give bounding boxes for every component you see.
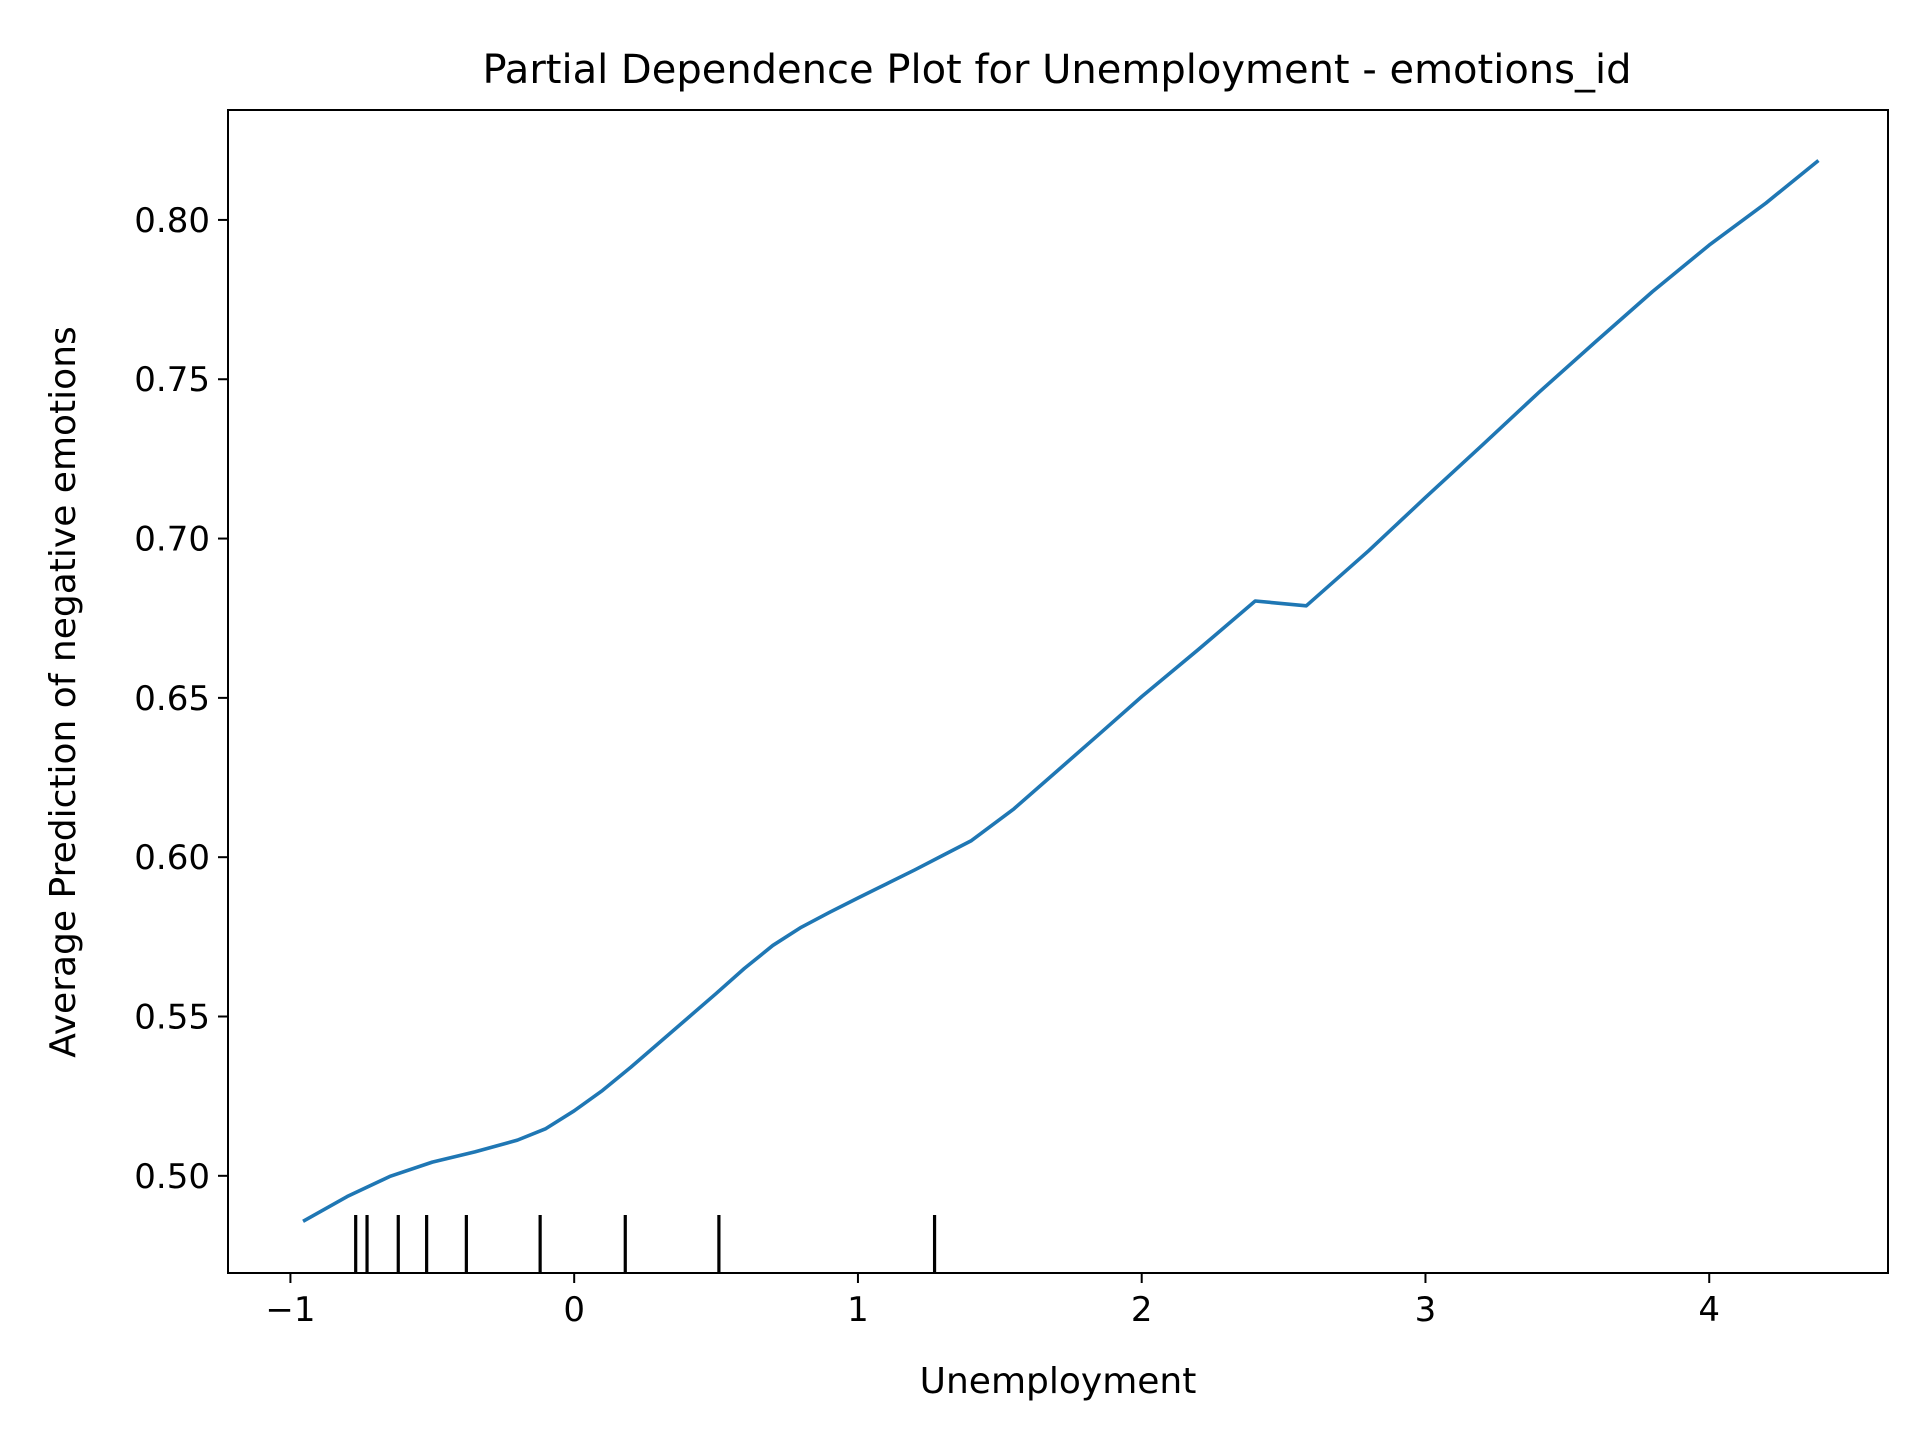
series-line-0 xyxy=(302,159,1820,1223)
y-axis-label: Average Prediction of negative emotions xyxy=(43,326,84,1058)
x-axis-label: Unemployment xyxy=(920,1361,1197,1402)
y-tick-label-1: 0.55 xyxy=(134,998,210,1038)
y-tick-label-4: 0.70 xyxy=(134,520,210,560)
axes-frame xyxy=(227,109,1889,1274)
x-tick-label-2: 1 xyxy=(847,1290,869,1330)
y-tick-label-6: 0.80 xyxy=(134,201,210,241)
series-lines xyxy=(302,159,1820,1223)
y-tick-label-2: 0.60 xyxy=(134,838,210,878)
x-tick-label-1: 0 xyxy=(563,1290,585,1330)
x-tick-label-4: 3 xyxy=(1415,1290,1437,1330)
x-tick-label-5: 4 xyxy=(1698,1290,1720,1330)
x-tick-label-3: 2 xyxy=(1131,1290,1153,1330)
y-tick-label-3: 0.65 xyxy=(134,679,210,719)
y-axis: 0.50 0.55 0.60 0.65 0.70 0.75 0.80 xyxy=(134,201,228,1197)
plot-area xyxy=(227,109,1889,1274)
y-tick-label-5: 0.75 xyxy=(134,360,210,400)
rug-marks xyxy=(354,1215,937,1272)
chart-title: Partial Dependence Plot for Unemployment… xyxy=(482,47,1631,93)
x-axis: −1 0 1 2 3 4 xyxy=(265,1273,1720,1330)
x-tick-label-0: −1 xyxy=(265,1290,315,1330)
y-tick-label-0: 0.50 xyxy=(134,1157,210,1197)
